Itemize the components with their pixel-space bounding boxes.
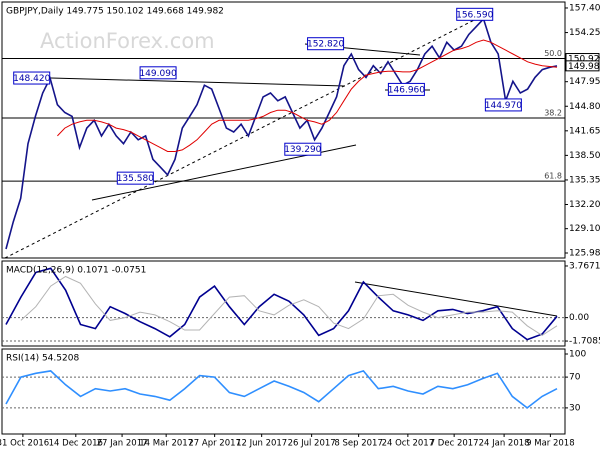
panel-frame [1, 348, 566, 435]
price-label: 149.982 [568, 62, 600, 72]
y-tick-label: 141.650 [569, 126, 600, 136]
y-tick-label: 30 [569, 403, 581, 413]
x-tick-label: 27 Apr 2017 [188, 439, 241, 449]
price-label: 150.920 [568, 55, 600, 65]
y-tick-label: 129.100 [569, 224, 600, 234]
annotation-label: 152.820 [307, 40, 344, 50]
panel-title: RSI(14) 54.5208 [6, 354, 79, 364]
y-tick-label: 138.500 [569, 151, 600, 161]
x-tick-label: 12 Jun 2017 [236, 439, 287, 449]
annotation-label: 148.420 [13, 74, 50, 84]
annotation-box [13, 71, 51, 85]
level-label: 38.2 [544, 108, 562, 117]
y-tick-label: 70 [569, 373, 581, 383]
annotation-box [284, 142, 322, 156]
series-line [5, 267, 558, 341]
panel-frame [1, 260, 566, 347]
x-tick-label: 7 Dec 2017 [430, 439, 479, 449]
annotation-label: 139.290 [284, 145, 321, 155]
y-tick-label: 100 [569, 350, 586, 360]
y-tick-label: 135.350 [569, 175, 600, 185]
series-line [5, 17, 558, 250]
y-tick-label: 132.200 [569, 200, 600, 210]
y-tick-label: 125.980 [569, 249, 600, 259]
x-tick-label: 8 Sep 2017 [334, 439, 382, 449]
series-line [57, 39, 558, 152]
panel-title: MACD(12,26,9) 0.1071 -0.0751 [6, 266, 146, 276]
annotation-label: 144.970 [485, 101, 522, 111]
x-tick-label: 26 Jul 2017 [288, 439, 336, 449]
trendline [14, 76, 346, 87]
price-label-box [565, 60, 600, 72]
y-tick-label: 144.800 [569, 102, 600, 112]
annotation-label: 149.090 [139, 69, 176, 79]
annotation-box [484, 98, 522, 112]
y-tick-label: 3.7671 [569, 261, 600, 271]
x-tick-label: 31 Oct 2016 [0, 439, 49, 449]
panel-frame [1, 1, 566, 259]
annotation-box [456, 7, 494, 21]
panel-title: GBPJPY,Daily 149.775 150.102 149.668 149… [6, 7, 224, 17]
trendline [354, 281, 558, 317]
x-tick-label: 14 Dec 2016 [49, 439, 103, 449]
y-tick-label: -1.7085 [569, 337, 600, 347]
x-tick-label: 9 Mar 2018 [526, 439, 574, 449]
series-line [20, 275, 558, 336]
x-tick-label: 27 Jan 2017 [97, 439, 148, 449]
annotation-box [307, 37, 345, 51]
x-tick-label: 24 Oct 2017 [382, 439, 435, 449]
annotation-label: 156.590 [456, 10, 493, 20]
annotation-box [387, 82, 425, 96]
annotation-box [116, 171, 154, 185]
annotation-box [139, 66, 177, 80]
annotation-label: 146.960 [388, 85, 425, 95]
x-tick-label: 14 Mar 2017 [139, 439, 193, 449]
series-line [5, 369, 558, 409]
y-tick-label: 154.250 [569, 28, 600, 38]
level-label: 50.0 [544, 49, 562, 58]
y-tick-label: 157.404 [569, 3, 600, 13]
x-tick-label: 24 Jan 2018 [479, 439, 530, 449]
level-label: 61.8 [544, 172, 562, 181]
annotation-label: 135.580 [117, 174, 154, 184]
watermark: ActionForex.com [40, 29, 215, 53]
y-tick-label: 0.00 [569, 313, 589, 323]
y-tick-label: 147.950 [569, 77, 600, 87]
